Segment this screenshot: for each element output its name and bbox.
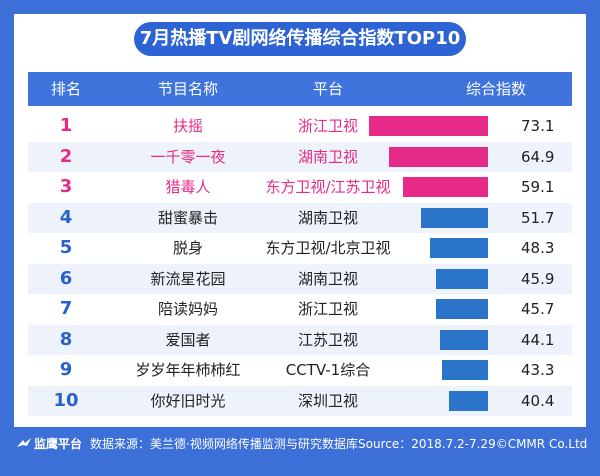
index-bar [421, 207, 488, 228]
rank-number: 2 [59, 145, 73, 167]
header-name: 节目名称 [157, 80, 218, 98]
rank-number: 6 [59, 267, 73, 289]
rank-number: 1 [59, 115, 73, 136]
table-row: 6 新流星花园 湖南卫视 45.9 [28, 263, 572, 294]
program-name: 脱身 [172, 239, 203, 257]
platform-name: 湖南卫视 [297, 269, 358, 288]
header-rank: 排名 [50, 80, 81, 98]
platform-name: CCTV-1综合 [285, 361, 371, 379]
index-bar [436, 299, 488, 319]
table-row: 1 扶摇 浙江卫视 73.1 [28, 111, 572, 141]
rank-number: 8 [59, 328, 73, 350]
index-value: 64.9 [521, 147, 555, 166]
platform-name: 浙江卫视 [297, 300, 358, 318]
footer: 监鹰平台 数据来源：美兰德·视频网络传播监测与研究数据库 Source：2018… [0, 427, 600, 462]
index-bar [429, 238, 488, 258]
index-bar [388, 146, 488, 167]
rank-number: 4 [59, 206, 73, 228]
platform-name: 浙江卫视 [297, 117, 358, 135]
footer-source: 数据来源：美兰德·视频网络传播监测与研究数据库 [90, 437, 358, 451]
index-value: 45.9 [521, 269, 555, 288]
platform-name: 江苏卫视 [297, 330, 358, 349]
table-row: 10 你好旧时光 深圳卫视 40.4 [28, 385, 572, 416]
rank-number: 5 [59, 237, 73, 258]
table-row: 5 脱身 东方卫视/北京卫视 48.3 [28, 233, 572, 263]
program-name: 陪读妈妈 [157, 300, 218, 318]
index-value: 51.7 [521, 208, 555, 227]
table-row: 9 岁岁年年柿柿红 CCTV-1综合 43.3 [28, 355, 572, 385]
table-row: 4 甜蜜暴击 湖南卫视 51.7 [28, 202, 572, 233]
index-value: 73.1 [521, 117, 555, 135]
rank-number: 9 [59, 359, 73, 380]
footer-source-en: Source：2018.7.2-7.29©CMMR Co.Ltd [358, 437, 588, 451]
table-row: 8 爱国者 江苏卫视 44.1 [28, 324, 572, 355]
index-bar [435, 268, 488, 289]
index-value: 43.3 [521, 361, 555, 379]
header-index: 综合指数 [465, 80, 526, 98]
program-name: 一千零一夜 [150, 147, 226, 166]
rank-number: 10 [53, 389, 79, 411]
program-name: 岁岁年年柿柿红 [135, 361, 241, 379]
index-bar [449, 390, 488, 411]
rank-number: 3 [59, 176, 73, 197]
table-row: 2 一千零一夜 湖南卫视 64.9 [28, 141, 572, 172]
platform-name: 东方卫视/江苏卫视 [265, 178, 391, 196]
chart-title: 7月热播TV剧网络传播综合指数TOP10 [134, 22, 466, 56]
rank-number: 7 [59, 298, 73, 319]
ranking-card: 7月热播TV剧网络传播综合指数TOP10 排名 节目名称 平台 综合指数 1 扶摇… [14, 14, 586, 427]
table-row: 7 陪读妈妈 浙江卫视 45.7 [28, 294, 572, 324]
index-value: 40.4 [521, 391, 555, 410]
platform-name: 湖南卫视 [297, 147, 358, 166]
table-row: 3 猎毒人 东方卫视/江苏卫视 59.1 [28, 172, 572, 202]
table-header: 排名 节目名称 平台 综合指数 [28, 72, 572, 106]
eagle-icon [17, 438, 31, 447]
index-bar [439, 329, 488, 350]
index-value: 45.7 [521, 300, 555, 318]
platform-name: 深圳卫视 [297, 391, 358, 410]
index-bar [441, 360, 488, 380]
program-name: 你好旧时光 [150, 391, 226, 410]
platform-name: 东方卫视/北京卫视 [265, 239, 391, 257]
program-name: 甜蜜暴击 [157, 208, 218, 227]
index-value: 48.3 [521, 239, 555, 257]
index-value: 59.1 [521, 178, 555, 196]
program-name: 猎毒人 [165, 178, 211, 196]
index-value: 44.1 [521, 330, 555, 349]
program-name: 新流星花园 [150, 269, 226, 288]
footer-brand: 监鹰平台 [34, 437, 83, 451]
index-bar [368, 116, 488, 136]
program-name: 扶摇 [172, 117, 203, 135]
header-platform: 平台 [312, 80, 343, 98]
program-name: 爱国者 [165, 330, 211, 349]
index-bar [403, 177, 488, 197]
platform-name: 湖南卫视 [297, 208, 358, 227]
